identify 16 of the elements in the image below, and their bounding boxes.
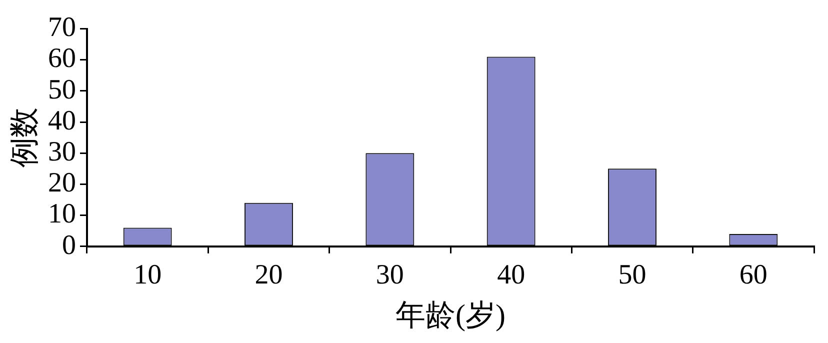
y-tick-label: 50	[48, 74, 76, 106]
y-tick-label: 10	[48, 198, 76, 230]
y-tick-label: 70	[48, 12, 76, 44]
y-axis-title: 例数	[8, 108, 41, 168]
y-tick-label: 60	[48, 43, 76, 74]
x-tick-label: 50	[618, 260, 646, 291]
x-tick-label: 20	[254, 260, 283, 291]
y-tick-label: 30	[48, 136, 76, 168]
x-tick-label: 60	[739, 260, 768, 291]
x-tick-label: 40	[497, 260, 526, 291]
y-tick-label: 40	[48, 105, 76, 136]
x-tick-label: 10	[134, 260, 162, 291]
y-tick-label: 0	[62, 230, 76, 261]
x-axis-title: 年龄(岁)	[396, 298, 506, 332]
y-tick-label: 20	[48, 168, 76, 199]
x-tick-label: 30	[376, 260, 404, 291]
